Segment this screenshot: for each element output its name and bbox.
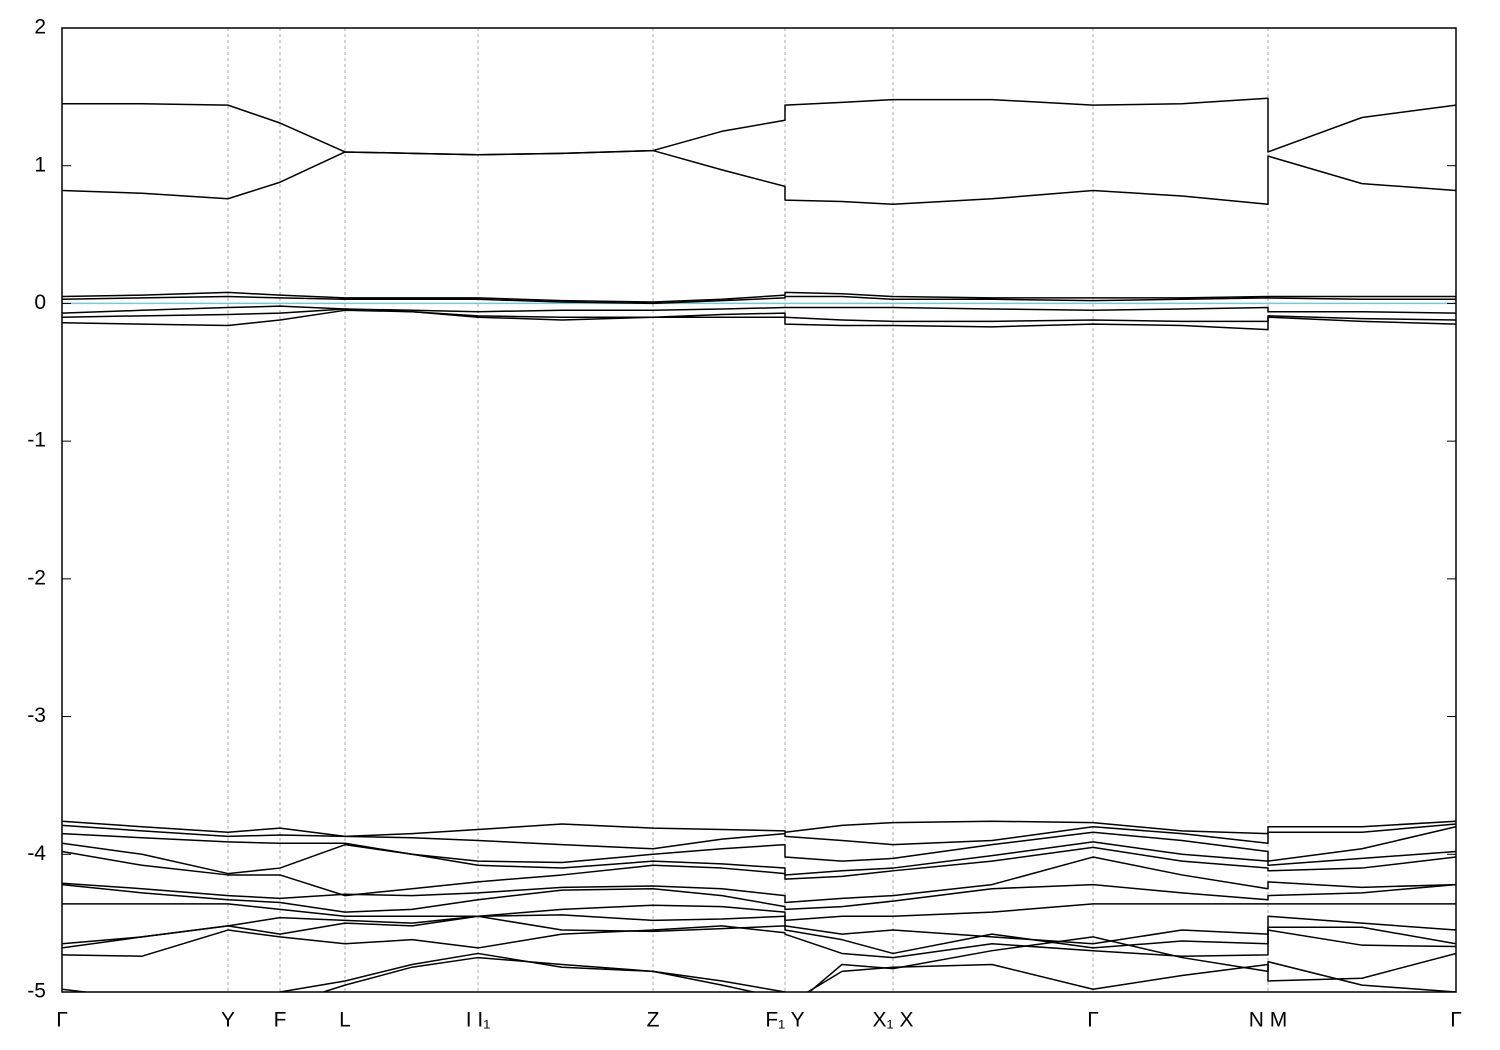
x-tick-label: Γ <box>1087 1009 1099 1032</box>
y-tick-label: 1 <box>34 153 46 176</box>
band-line <box>62 295 1456 305</box>
x-tick-label: F₁ Y <box>765 1009 804 1032</box>
y-tick-label: -3 <box>27 704 46 727</box>
band-line <box>62 903 1456 922</box>
x-tick-label: I I₁ <box>466 1009 491 1032</box>
band-line <box>62 291 1456 303</box>
band-line <box>62 820 1456 838</box>
x-tick-label: Γ <box>56 1009 68 1032</box>
x-tick-label: Z <box>647 1009 660 1032</box>
x-tick-label: X₁ X <box>873 1009 914 1032</box>
grid <box>61 28 1457 992</box>
band-line <box>62 841 1456 876</box>
plot-frame <box>61 27 1457 993</box>
band-line <box>62 856 1456 904</box>
band-line <box>62 914 1456 945</box>
y-tick-label: -4 <box>27 842 46 865</box>
y-tick-label: 2 <box>34 16 46 39</box>
band-line <box>320 936 1456 992</box>
band-line <box>62 305 1456 314</box>
band-line <box>62 308 1456 323</box>
labels: -5 -4 -3 -2 -1 0 1 2 Γ Y F L I I₁ Z F₁ Y X₁ X Γ N M Γ <box>27 16 1461 1032</box>
band-line <box>62 149 1456 206</box>
band-line <box>62 309 1456 331</box>
y-tick-label: 0 <box>34 291 46 314</box>
band-line <box>62 826 1456 864</box>
x-tick-label: N M <box>1249 1009 1288 1032</box>
band-line <box>62 925 1456 959</box>
x-tick-label: F <box>274 1009 287 1032</box>
x-tick-label: Y <box>221 1009 235 1032</box>
band-line <box>62 846 1456 897</box>
y-tick-label: -2 <box>27 566 46 589</box>
plot-area <box>62 97 1456 992</box>
band-line <box>62 883 1456 913</box>
band-line <box>62 915 1456 955</box>
band-line <box>62 823 1456 850</box>
band-line <box>62 952 1456 992</box>
x-tick-label: L <box>339 1009 351 1032</box>
y-tick-label: -1 <box>27 429 46 452</box>
band-line <box>62 97 1456 156</box>
y-tick-label: -5 <box>27 980 46 1003</box>
x-tick-label: Γ <box>1450 1009 1462 1032</box>
